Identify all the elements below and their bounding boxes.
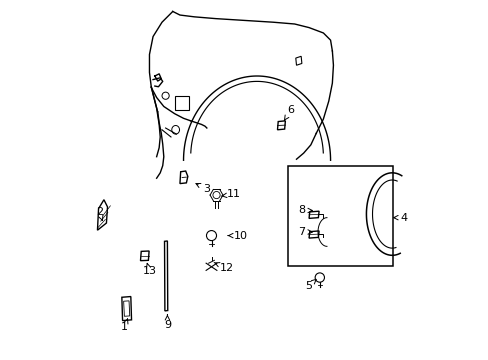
Text: 4: 4 xyxy=(393,213,407,222)
Bar xyxy=(287,166,392,266)
Text: 2: 2 xyxy=(96,207,102,220)
Text: 7: 7 xyxy=(298,227,312,237)
Text: 6: 6 xyxy=(284,105,294,120)
Text: 13: 13 xyxy=(142,263,156,276)
Text: 9: 9 xyxy=(163,315,171,330)
Text: 12: 12 xyxy=(214,262,233,273)
Text: 11: 11 xyxy=(221,189,240,199)
Text: 10: 10 xyxy=(228,231,247,240)
Text: 3: 3 xyxy=(196,184,210,194)
Text: 5: 5 xyxy=(305,279,315,291)
Text: 1: 1 xyxy=(121,319,128,332)
Text: 8: 8 xyxy=(298,206,312,216)
